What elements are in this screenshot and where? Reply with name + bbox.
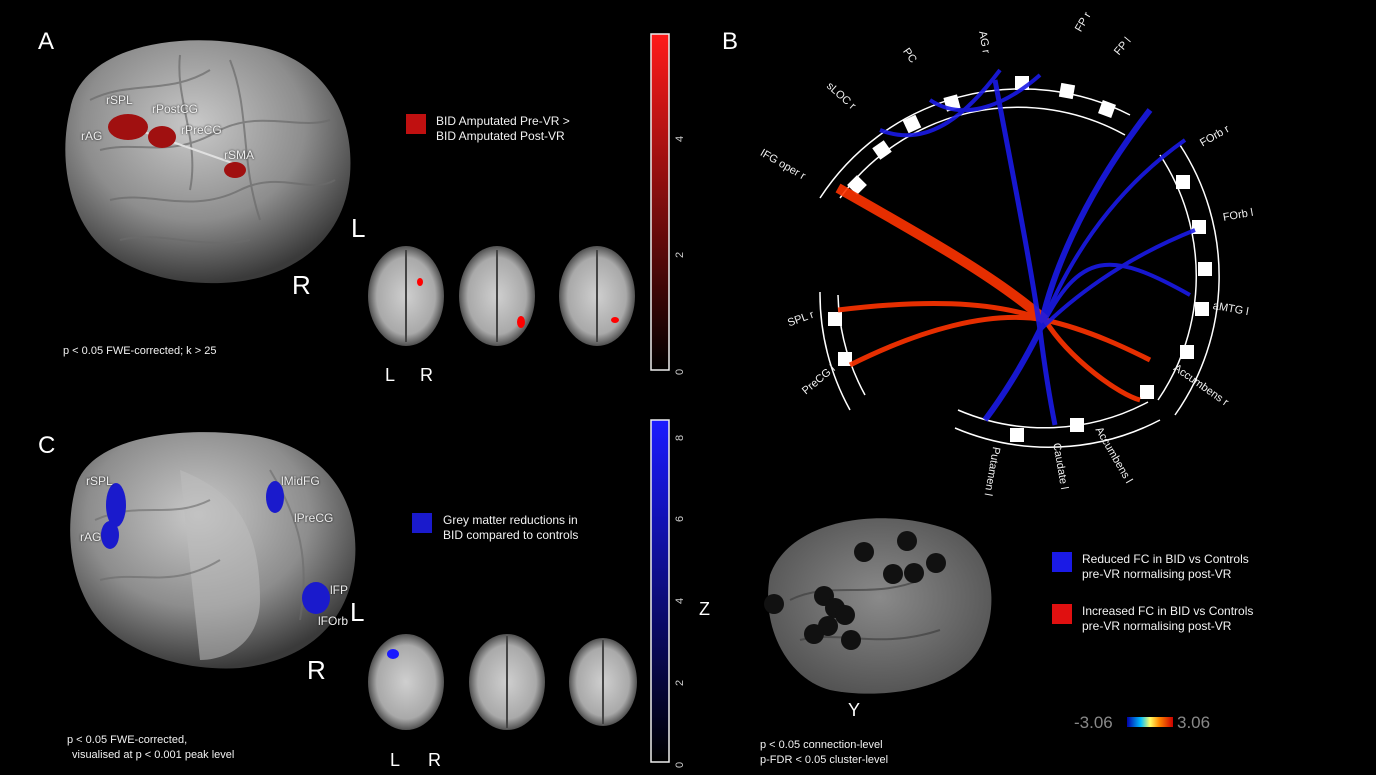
panel-a-slice-l: L xyxy=(385,365,396,385)
panel-c-legend-swatch xyxy=(412,513,432,533)
panel-a-slice-r: R xyxy=(420,365,433,385)
panel-c-colorbar-tick-2: 2 xyxy=(674,679,686,686)
panel-c-colorbar-tick-6: 6 xyxy=(674,515,686,522)
panel-c-region-rspl: rSPL xyxy=(86,474,113,488)
panel-a-region-rspl: rSPL xyxy=(106,93,133,107)
panel-c-orient-r: R xyxy=(307,655,326,685)
panel-a-region-rag: rAG xyxy=(81,129,103,143)
panel-c-region-lfp: lFP xyxy=(330,583,348,597)
panel-a-region-rprecg: rPreCG xyxy=(181,123,222,137)
panel-d-scale-bar xyxy=(1127,717,1173,727)
panel-c-region-lprecg: lPreCG xyxy=(294,511,334,525)
panel-c-brain xyxy=(70,432,356,669)
panel-c-letter: C xyxy=(38,432,56,459)
panel-d-legend-reduced-swatch xyxy=(1052,552,1072,572)
panel-d-stats-line2: p-FDR < 0.05 cluster-level xyxy=(760,754,889,766)
panel-d-legend-increased-swatch xyxy=(1052,604,1072,624)
panel-c-legend-line1: Grey matter reductions in xyxy=(443,513,578,527)
panel-a-region-rsma: rSMA xyxy=(224,148,254,162)
panel-d-axis-y: Y xyxy=(848,700,861,720)
panel-d-scale-max: 3.06 xyxy=(1177,713,1211,732)
panel-d-legend-reduced-line1: Reduced FC in BID vs Controls xyxy=(1082,552,1249,566)
panel-a-colorbar-tick-4: 4 xyxy=(674,135,686,142)
panel-c-orient-l: L xyxy=(350,597,365,627)
panel-a-colorbar-tick-0: 0 xyxy=(674,368,686,375)
panel-c-slices xyxy=(368,634,637,730)
panel-a-legend-swatch xyxy=(406,114,426,134)
panel-a-legend-line1: BID Amputated Pre-VR > xyxy=(436,114,570,128)
panel-a-orient-r: R xyxy=(292,270,311,300)
panel-b-chord-diagram xyxy=(819,68,1220,448)
panel-c-colorbar-tick-8: 8 xyxy=(674,434,686,441)
panel-c-stats-line2: visualised at p < 0.001 peak level xyxy=(72,749,235,761)
panel-d-brain xyxy=(764,518,992,694)
panel-c-slice-l: L xyxy=(390,750,401,770)
panel-a-region-rpostcg: rPostCG xyxy=(152,102,199,116)
panel-a-legend-line2: BID Amputated Post-VR xyxy=(436,129,565,143)
panel-a-slices xyxy=(368,246,635,346)
panel-b-letter: B xyxy=(722,28,739,55)
panel-c-region-rag: rAG xyxy=(80,530,102,544)
panel-a-colorbar-tick-2: 2 xyxy=(674,251,686,258)
panel-a-letter: A xyxy=(38,28,55,55)
panel-d-scale-min: -3.06 xyxy=(1074,713,1113,732)
panel-c-slice-r: R xyxy=(428,750,441,770)
panel-d-stats-line1: p < 0.05 connection-level xyxy=(760,739,883,751)
panel-c-stats-line1: p < 0.05 FWE-corrected, xyxy=(67,734,188,746)
panel-c-region-lforb: lFOrb xyxy=(318,614,348,628)
panel-c-colorbar-label: Z xyxy=(699,599,710,619)
panel-c-colorbar xyxy=(650,419,670,763)
panel-c-colorbar-tick-0: 0 xyxy=(674,761,686,768)
panel-d-legend-increased-line1: Increased FC in BID vs Controls xyxy=(1082,604,1254,618)
panel-d-legend-reduced-line2: pre-VR normalising post-VR xyxy=(1082,567,1232,581)
panel-d-legend-increased-line2: pre-VR normalising post-VR xyxy=(1082,619,1232,633)
panel-a-brain xyxy=(65,40,351,284)
panel-a-colorbar xyxy=(650,33,670,371)
panel-c-region-lmidfg: lMidFG xyxy=(281,474,320,488)
panel-c-colorbar-tick-4: 4 xyxy=(674,597,686,604)
panel-a-orient-l: L xyxy=(351,213,366,243)
panel-c-legend-line2: BID compared to controls xyxy=(443,528,579,542)
panel-a-stats: p < 0.05 FWE-corrected; k > 25 xyxy=(63,345,217,357)
